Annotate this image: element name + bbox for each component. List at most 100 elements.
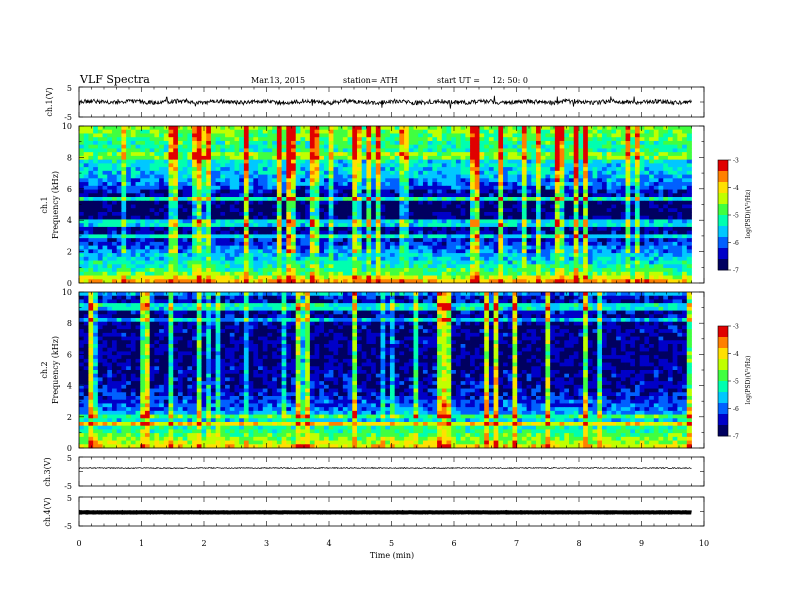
spectrogram-cell [455,219,462,224]
spectrogram-cell [634,215,641,220]
spectrogram-cell [276,238,282,243]
spectrogram-cell [319,238,325,243]
spectrogram-cell [352,133,358,138]
spectrogram-cell [173,155,179,161]
spectrogram-cell [140,249,146,254]
spectrogram-cell [649,178,655,183]
spectrogram-cell [437,140,443,146]
spectrogram-cell [248,170,254,175]
spectrogram-cell [159,155,165,161]
spectrogram-cell [234,234,240,239]
spectrogram-cell [625,208,631,213]
spectrogram-cell [111,211,118,217]
spectrogram-cell [394,200,400,205]
spectrogram-cell [168,174,174,179]
spectrogram-cell [140,152,146,157]
spectrogram-cell [536,140,542,146]
spectrogram-cell [107,241,113,247]
spectrogram-cell [93,189,99,194]
spectrogram-cell [507,148,513,153]
spectrogram-cell [319,167,325,172]
spectrogram-cell [333,189,339,194]
spectrogram-cell [653,159,659,164]
spectrogram-cell [550,140,556,146]
spectrogram-cell [578,215,584,220]
spectrogram-cell [531,182,537,187]
spectrogram-cell [116,223,122,228]
spectrogram-cell [470,137,476,142]
spectrogram-cell [276,211,282,217]
spectrogram-cell [479,126,485,131]
spectrogram-cell [677,133,683,138]
spectrogram-cell [309,126,315,131]
spectrogram-cell [234,223,240,228]
spectrogram-cell [140,204,146,209]
spectrogram-cell [192,174,198,179]
spectrogram-cell [309,155,315,161]
spectrogram-cell [262,178,268,183]
spectrogram-cell [451,137,457,142]
spectrogram-cell [616,260,622,265]
spectrogram-cell [210,155,217,161]
spectrogram-cell [324,208,330,213]
spectrogram-cell [587,197,593,202]
spectrogram-cell [616,219,622,224]
spectrogram-cell [399,204,405,209]
spectrogram-cell [583,178,589,183]
spectrogram-cell [295,256,301,261]
spectrogram-cell [159,219,165,224]
spectrogram-cell [474,167,480,172]
spectrogram-cell [220,133,226,138]
spectrogram-cell [601,159,608,164]
spectrogram-cell [97,133,103,138]
spectrogram-cell [93,152,99,157]
spectrogram-cell [291,204,297,209]
spectrogram-cell [225,256,231,261]
spectrogram-cell [606,144,612,149]
spectrogram-cell [488,234,495,239]
spectrogram-cell [446,174,452,179]
spectrogram-cell [187,200,193,205]
spectrogram-cell [328,260,334,265]
spectrogram-cell [437,126,443,131]
spectrogram-cell [625,129,631,134]
spectrogram-cell [682,223,688,228]
spectrogram-cell [413,226,419,232]
spectrogram-cell [498,238,504,243]
spectrogram-cell [262,133,268,138]
spectrogram-cell [229,155,235,161]
spectrogram-cell [229,238,235,243]
spectrogram-cell [295,193,301,198]
spectrogram-cell [517,189,523,194]
spectrogram-cell [210,174,217,179]
spectrogram-cell [658,174,664,179]
spectrogram-cell [531,174,537,179]
spectrogram-cell [253,211,259,217]
spectrogram-cell [394,133,400,138]
spectrogram-cell [97,182,103,187]
spectrogram-cell [88,185,94,190]
spectrogram-cell [597,152,603,157]
spectrogram-cell [168,238,174,243]
spectrogram-cell [484,223,490,228]
spectrogram-cell [587,155,593,161]
spectrogram-cell [366,264,372,269]
spectrogram-cell [564,137,570,142]
spectrogram-cell [441,148,447,153]
spectrogram-cell [380,241,386,247]
spectrogram-cell [116,204,122,209]
spectrogram-cell [583,129,589,134]
spectrogram-cell [295,226,301,232]
spectrogram-cell [479,249,485,254]
spectrogram-cell [441,137,447,142]
spectrogram-cell [672,234,678,239]
spectrogram-cell [634,167,641,172]
spectrogram-cell [625,174,631,179]
spectrogram-cell [267,197,273,202]
spectrogram-cell [470,215,476,220]
spectrogram-cell [404,152,410,157]
spectrogram-cell [474,182,480,187]
spectrogram-cell [389,170,396,175]
spectrogram-cell [531,193,537,198]
spectrogram-cell [601,260,608,265]
